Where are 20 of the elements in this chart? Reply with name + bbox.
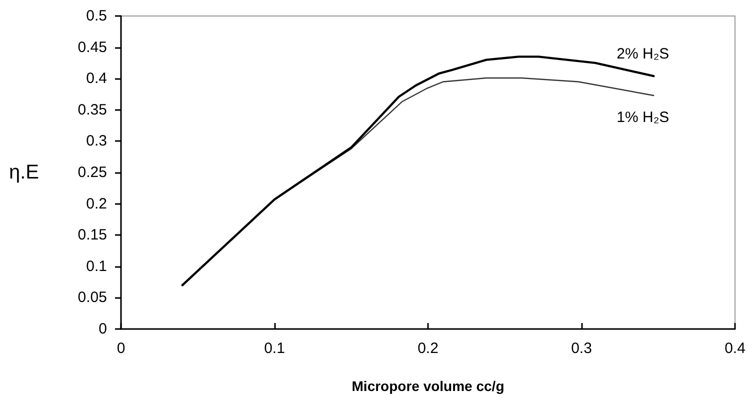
series-label: 1% H₂S xyxy=(616,109,670,126)
x-tick-label: 0.2 xyxy=(418,340,438,357)
y-tick-label: 0 xyxy=(98,320,107,338)
series-label: 2% H₂S xyxy=(616,46,670,63)
y-tick-label: 0.05 xyxy=(78,289,107,306)
y-tick-label: 0.4 xyxy=(86,70,107,88)
x-tick-label: 0 xyxy=(116,340,126,357)
x-tick-label: 0.3 xyxy=(571,340,592,357)
y-tick-label: 0.1 xyxy=(86,258,107,275)
y-axis-title: η.E xyxy=(8,162,39,184)
x-tick-label: 0.4 xyxy=(724,340,746,357)
y-tick-label: 0.2 xyxy=(86,195,107,212)
y-tick-label: 0.3 xyxy=(86,132,107,150)
x-axis-title: Micropore volume cc/g xyxy=(352,378,504,394)
y-tick-label: 0.35 xyxy=(78,101,107,118)
x-tick-label: 0.1 xyxy=(264,340,285,357)
y-tick-label: 0.15 xyxy=(78,226,107,244)
y-tick-label: 0.25 xyxy=(78,164,107,181)
y-tick-label: 0.5 xyxy=(86,8,107,24)
y-tick-label: 0.45 xyxy=(78,38,107,56)
